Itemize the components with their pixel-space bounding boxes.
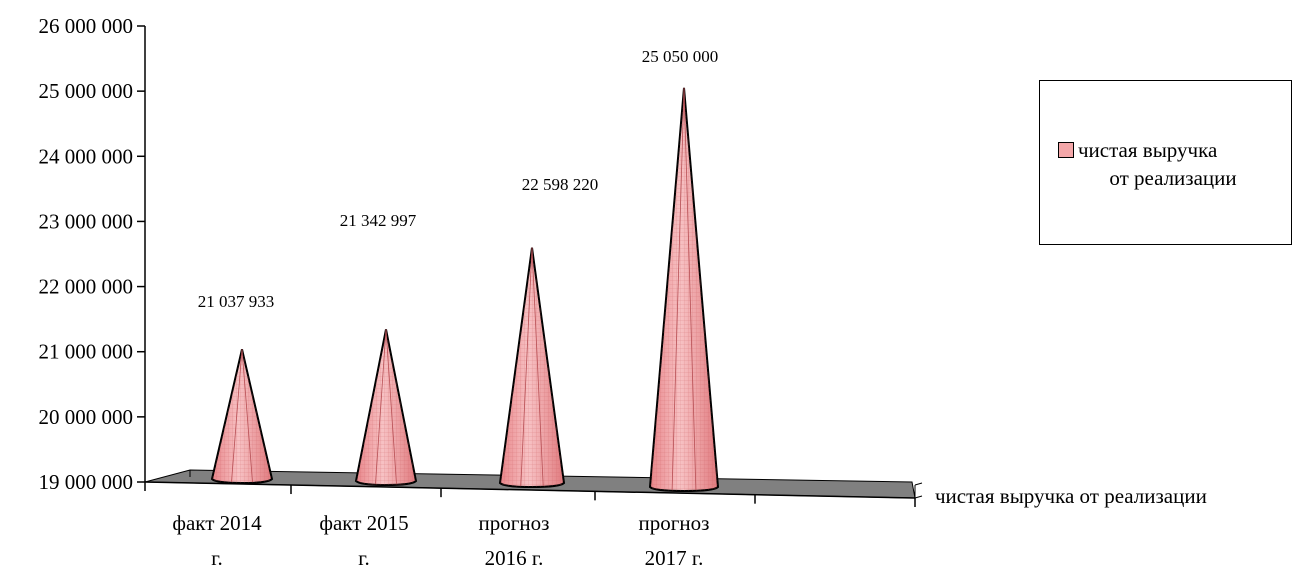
y-tick-label: 22 000 000 xyxy=(39,275,134,299)
cone-texture xyxy=(356,329,416,485)
x-tick-label: г. xyxy=(211,546,223,570)
y-tick-label: 20 000 000 xyxy=(39,405,134,429)
data-label: 22 598 220 xyxy=(522,175,599,194)
cone-mark xyxy=(354,329,418,487)
value-axis: 19 000 000 20 000 000 21 000 000 22 000 000… xyxy=(39,14,146,494)
y-tick-label: 23 000 000 xyxy=(39,209,134,233)
series-axis-bracket xyxy=(914,482,923,499)
cone-mark xyxy=(210,349,274,485)
cone-mark xyxy=(648,87,720,493)
x-tick-label: г. xyxy=(358,546,370,570)
cone-ridge xyxy=(375,329,387,485)
x-tick-label: прогноз xyxy=(639,511,710,535)
data-label: 25 050 000 xyxy=(642,47,719,66)
legend-swatch xyxy=(1058,142,1074,158)
x-tick-label: 2017 г. xyxy=(645,546,704,570)
x-axis-line xyxy=(144,481,916,499)
legend-label-line1: чистая выручка xyxy=(1078,138,1218,162)
category-axis: факт 2014 г. факт 2015 г. прогноз 2016 г. прог… xyxy=(144,481,916,570)
cone-series xyxy=(210,87,720,493)
legend-label-line2: от реализации xyxy=(1109,166,1237,190)
data-label: 21 342 997 xyxy=(340,211,417,230)
y-tick-label: 25 000 000 xyxy=(39,79,134,103)
cone-mark xyxy=(498,247,566,489)
cone-ridge xyxy=(683,87,697,491)
data-label: 21 037 933 xyxy=(198,292,275,311)
y-tick-label: 19 000 000 xyxy=(39,470,134,494)
y-tick-label: 24 000 000 xyxy=(39,144,134,168)
cone-texture xyxy=(212,349,272,483)
cone-texture xyxy=(500,247,564,487)
x-tick-label: 2016 г. xyxy=(485,546,544,570)
series-axis-label: чистая выручка от реализации xyxy=(935,484,1207,508)
x-tick-label: факт 2014 xyxy=(172,511,262,535)
cone-texture xyxy=(650,87,718,491)
x-tick-label: прогноз xyxy=(479,511,550,535)
data-labels: 21 037 933 21 342 997 22 598 220 25 050 000 xyxy=(198,47,719,311)
cone-ridge xyxy=(531,247,544,487)
cone-ridge xyxy=(231,349,243,483)
y-tick-label: 21 000 000 xyxy=(39,340,134,364)
cone-ridge xyxy=(520,247,533,487)
x-tick-label: факт 2015 xyxy=(319,511,408,535)
cone-ridge xyxy=(241,349,253,483)
cone-ridge xyxy=(385,329,397,485)
legend: чистая выручка от реализации xyxy=(1039,80,1292,245)
cone-ridge xyxy=(671,87,685,491)
y-tick-label: 26 000 000 xyxy=(39,14,134,38)
legend-entry: чистая выручка от реализации xyxy=(1058,136,1288,192)
